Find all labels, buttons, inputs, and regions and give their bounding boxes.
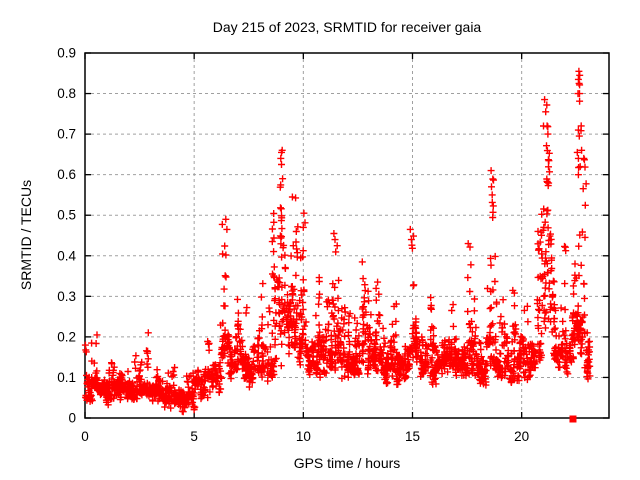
scatter-points-path <box>81 67 594 416</box>
y-tick-label-0.6: 0.6 <box>57 167 76 182</box>
y-tick-label-0.3: 0.3 <box>57 289 76 304</box>
y-tick-label-0.5: 0.5 <box>57 208 76 223</box>
plot-frame <box>84 52 610 419</box>
y-tick-label-0.1: 0.1 <box>57 370 76 385</box>
x-tick-label-0: 0 <box>81 429 89 444</box>
y-tick-label-0: 0 <box>68 411 76 426</box>
x-axis-label: GPS time / hours <box>293 455 401 471</box>
y-tick-label-0.2: 0.2 <box>57 329 76 344</box>
flag-square-marker <box>569 415 577 423</box>
x-tick-label-15: 15 <box>405 429 420 444</box>
x-tick-label-20: 20 <box>514 429 529 444</box>
x-tick-label-5: 5 <box>190 429 198 444</box>
x-tick-label-10: 10 <box>296 429 311 444</box>
y-tick-label-0.7: 0.7 <box>57 127 76 142</box>
y-tick-label-0.8: 0.8 <box>57 86 76 101</box>
chart-title: Day 215 of 2023, SRMTID for receiver gai… <box>212 19 482 35</box>
y-tick-label-0.4: 0.4 <box>57 248 76 263</box>
y-tick-label-0.9: 0.9 <box>57 46 76 61</box>
